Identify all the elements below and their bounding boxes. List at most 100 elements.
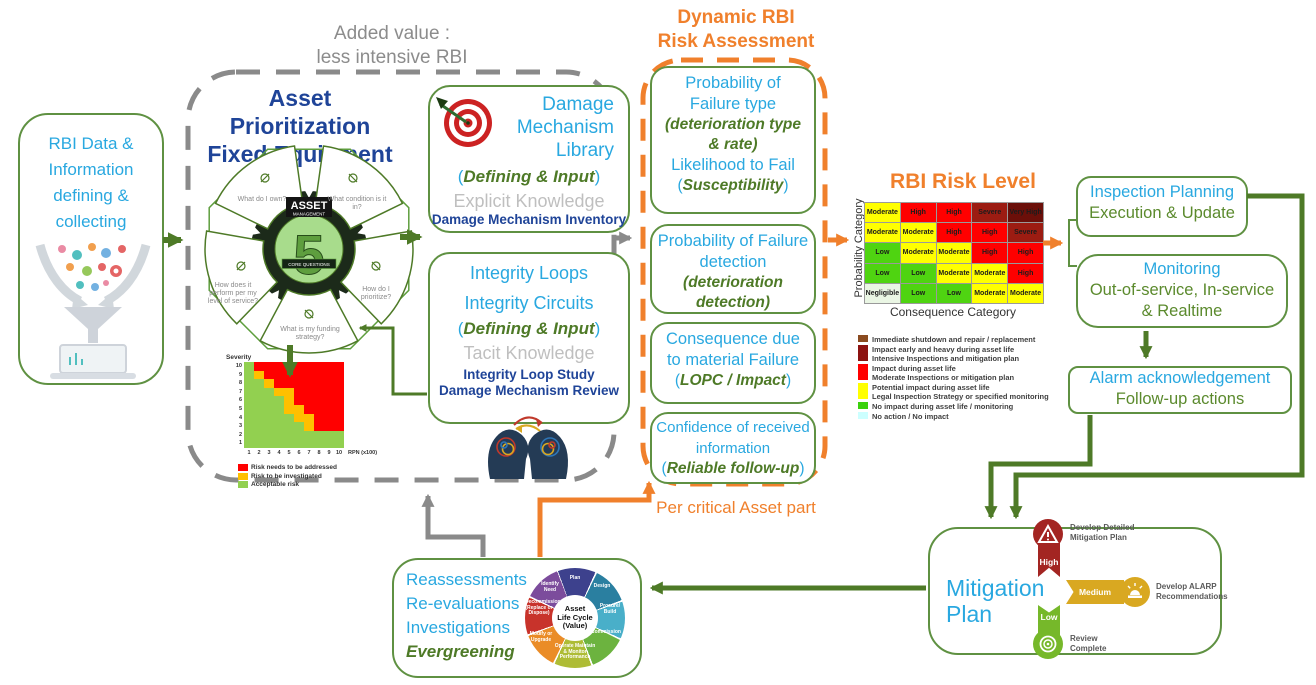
severity-cell <box>274 370 284 380</box>
asset-management-wheel: 5 ASSET MANAGEMENT CORE QUESTIONS What d… <box>194 135 424 358</box>
severity-cell <box>294 370 304 380</box>
laptop-base <box>50 373 136 379</box>
severity-legend-item: Risk to be investigated <box>238 472 337 480</box>
severity-cell <box>244 379 254 388</box>
severity-cell <box>324 405 334 414</box>
risk-legend-item: Impact early and heavy during asset life… <box>858 345 1073 363</box>
severity-xticks: 1 2 3 4 5 6 7 8 9 10 <box>244 450 344 456</box>
severity-cell <box>274 387 284 397</box>
severity-cell <box>284 387 294 397</box>
medium-action-label: Develop ALARP Recommendations <box>1156 582 1228 601</box>
asset-plate-sublabel: MANAGEMENT <box>293 212 326 217</box>
severity-xtick: 10 <box>335 450 343 456</box>
severity-cell <box>294 387 304 397</box>
severity-cell <box>314 413 324 423</box>
severity-xtick: 5 <box>287 450 291 456</box>
severity-cell <box>274 405 284 414</box>
severity-cell <box>264 430 274 440</box>
severity-cell <box>314 362 324 371</box>
severity-cell <box>244 405 254 414</box>
severity-cell <box>244 413 254 423</box>
integrity-defining-input: (Defining & Input) <box>457 319 601 338</box>
severity-cell <box>244 439 254 448</box>
risk-matrix-cell: High <box>900 203 936 223</box>
risk-matrix-cell: Moderate <box>900 223 936 243</box>
low-action-label: Review Complete <box>1070 634 1107 653</box>
risk-matrix-cell: Moderate <box>936 243 972 263</box>
severity-cell <box>334 422 344 431</box>
risk-matrix-cell: Moderate <box>936 263 972 283</box>
arrow-reassessments-to-dynamic <box>537 480 656 557</box>
severity-cell <box>254 387 264 397</box>
severity-cell <box>294 405 304 414</box>
alarm-lamp-icon <box>1120 577 1150 607</box>
investigations-label: Investigations <box>406 618 510 637</box>
damage-mechanism-library-box: Damage Mechanism Library (Defining & Input… <box>428 85 630 233</box>
wheel-question-prioritize: How do I prioritize? <box>360 286 392 301</box>
severity-cell <box>324 370 334 380</box>
severity-cell <box>314 396 324 405</box>
severity-cell <box>304 413 314 423</box>
severity-cell <box>304 387 314 397</box>
severity-xtick: 7 <box>307 450 311 456</box>
severity-cell <box>284 405 294 414</box>
severity-cell <box>254 379 264 388</box>
severity-legend-item: Acceptable risk <box>238 481 337 488</box>
confidence-box: Confidence of received information (Reli… <box>650 412 816 484</box>
severity-cell <box>324 422 334 431</box>
integrity-loop-study-label: Integrity Loop Study <box>463 367 595 382</box>
per-critical-asset-note: Per critical Asset part <box>656 498 816 517</box>
rpn-axis-label: RPN (x100) <box>348 450 378 456</box>
rbi-data-box: RBI Data & Information defining & collecti… <box>18 113 164 385</box>
severity-cell <box>274 379 284 388</box>
severity-xtick: 3 <box>267 450 271 456</box>
explicit-knowledge-label: Explicit Knowledge <box>453 191 605 211</box>
risk-matrix-cell: High <box>1008 243 1043 263</box>
severity-cell <box>314 422 324 431</box>
severity-cell <box>284 439 294 448</box>
rbi-risk-level-title: RBI Risk Level <box>890 170 1036 193</box>
consequence-box: Consequence due to material Failure (LOP… <box>650 322 816 404</box>
risk-matrix-cell: Moderate <box>900 243 936 263</box>
review-target-icon <box>1033 629 1063 659</box>
severity-cell <box>244 387 254 397</box>
risk-matrix-cell: Negligible <box>865 283 900 303</box>
severity-cell <box>284 370 294 380</box>
risk-matrix-legend: Immediate shutdown and repair / replacem… <box>858 335 1073 422</box>
severity-axis-label: Severity <box>226 354 252 361</box>
risk-matrix-cell: Severe <box>972 203 1008 223</box>
funnel-icon <box>64 307 122 329</box>
risk-matrix-cell: High <box>1008 263 1043 283</box>
severity-cell <box>254 413 264 423</box>
wheel-question-perform: How does it perform per my level of serv… <box>207 282 259 305</box>
severity-grid <box>244 362 344 448</box>
severity-cell <box>304 422 314 431</box>
severity-cell <box>304 405 314 414</box>
severity-xtick: 2 <box>257 450 261 456</box>
severity-cell <box>254 370 264 380</box>
severity-cell <box>274 422 284 431</box>
severity-cell <box>244 422 254 431</box>
severity-cell <box>314 405 324 414</box>
severity-cell <box>334 413 344 423</box>
risk-matrix-cell: Low <box>936 283 972 303</box>
severity-ytick: 2 <box>238 431 242 438</box>
life-cycle-center: Asset Life Cycle (Value) <box>552 595 598 641</box>
severity-cell <box>264 379 274 388</box>
re-evaluations-label: Re-evaluations <box>406 594 520 613</box>
target-dart-icon <box>436 97 492 147</box>
asset-life-cycle-wheel: Plan Design Procure/ Build Commission Op… <box>525 568 625 668</box>
severity-cell <box>304 362 314 371</box>
severity-cell <box>324 413 334 423</box>
pof-type-box: Probability of Failure type (deteriorati… <box>650 66 816 214</box>
reassessments-box: Reassessments Re-evaluations Investigati… <box>392 558 642 678</box>
severity-cell <box>334 396 344 405</box>
severity-ytick: 3 <box>238 423 242 430</box>
severity-yticks: 10 9 8 7 6 5 4 3 2 1 <box>228 362 242 448</box>
severity-cell <box>334 439 344 448</box>
tacit-knowledge-label: Tacit Knowledge <box>463 343 595 363</box>
severity-cell <box>314 430 324 440</box>
wheel-number: 5 <box>293 223 324 286</box>
wheel-question-own: What do I own? <box>237 196 287 203</box>
high-action-label: Develop Detailed Mitigation Plan <box>1070 523 1135 542</box>
